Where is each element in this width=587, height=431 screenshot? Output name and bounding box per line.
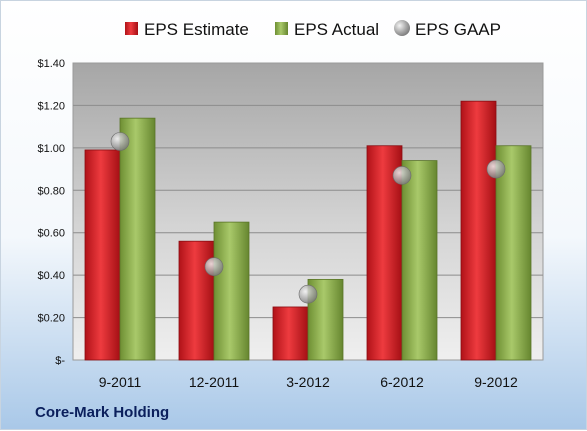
legend: EPS Estimate EPS Actual EPS GAAP [125,20,501,39]
x-axis-categories: 9-2011 12-2011 3-2012 6-2012 9-2012 [99,374,518,390]
legend-item-eps-actual: EPS Actual [275,20,379,39]
legend-label-eps-estimate: EPS Estimate [144,20,249,39]
y-tick-label: $1.00 [37,143,65,155]
bar-eps-estimate [460,100,497,361]
y-tick-label: $0.60 [37,228,65,240]
y-tick-label: $- [55,355,65,367]
legend-label-eps-gaap: EPS GAAP [415,20,501,39]
legend-item-eps-gaap: EPS GAAP [394,20,501,39]
bar-eps-estimate [84,149,121,361]
bar-eps-actual [119,117,156,361]
bar-eps-actual [213,221,250,361]
marker-eps-gaap [392,166,412,185]
bars [84,100,532,361]
legend-swatch-eps-estimate [125,22,138,35]
marker-eps-gaap [110,132,130,151]
x-category-label: 9-2011 [99,374,142,390]
marker-eps-gaap [486,159,506,179]
x-category-label: 12-2011 [189,374,240,390]
y-tick-label: $1.20 [37,100,65,112]
y-tick-label: $0.40 [37,270,65,282]
x-category-label: 9-2012 [474,374,518,390]
bar-eps-estimate [272,306,309,361]
marker-eps-gaap [204,257,224,276]
legend-item-eps-estimate: EPS Estimate [125,20,249,39]
x-category-label: 3-2012 [286,374,330,390]
bar-eps-actual [401,160,438,361]
legend-swatch-eps-actual [275,22,288,35]
marker-eps-gaap [298,284,318,304]
gaap-markers [110,132,506,304]
y-tick-label: $0.20 [37,313,65,325]
y-axis-ticks: $- $0.20 $0.40 $0.60 $0.80 $1.00 $1.20 $1.40 [37,58,65,367]
x-category-label: 6-2012 [380,374,424,390]
company-name: Core-Mark Holding [35,404,169,421]
legend-swatch-eps-gaap [394,20,410,36]
y-tick-label: $0.80 [37,185,65,197]
bar-eps-actual [495,145,532,361]
y-tick-label: $1.40 [37,58,65,70]
legend-label-eps-actual: EPS Actual [294,20,379,39]
